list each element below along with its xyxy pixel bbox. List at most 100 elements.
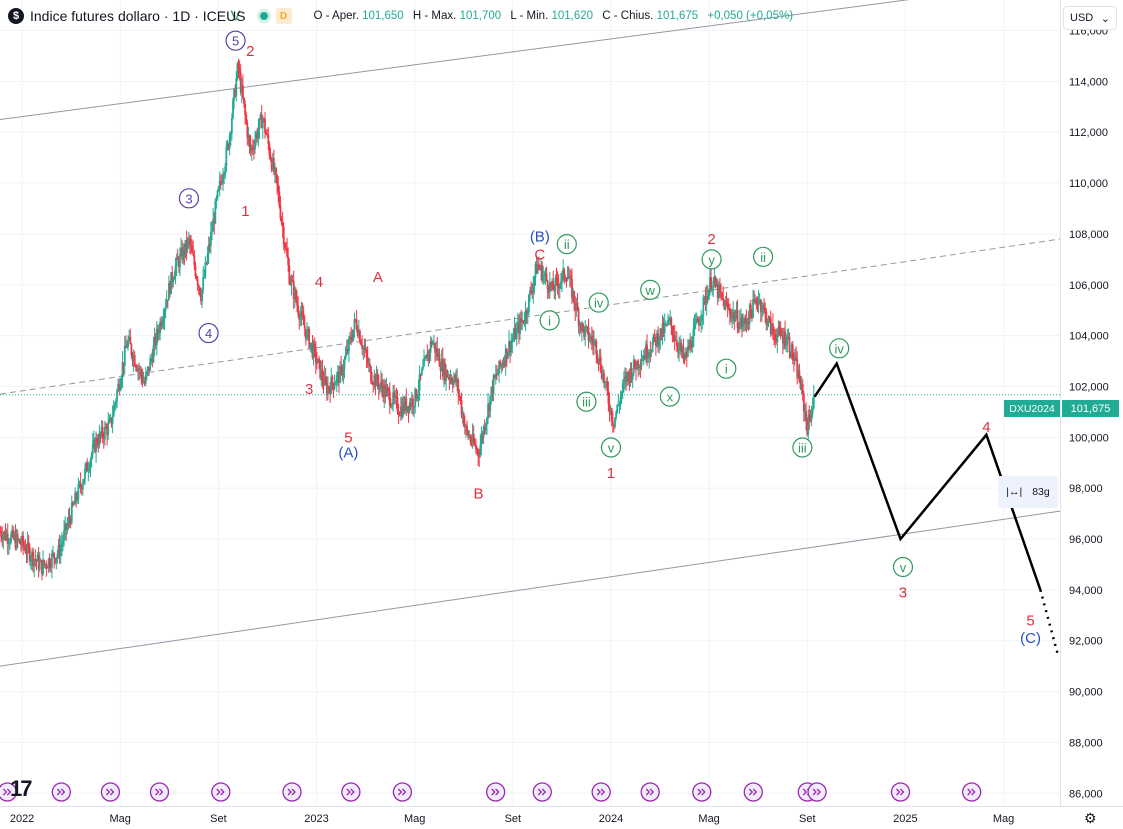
time-tick-label: 2024	[599, 813, 623, 825]
candle-body	[48, 558, 51, 567]
market-status-icon[interactable]	[259, 12, 268, 20]
candle-body	[425, 354, 428, 358]
candle-body	[564, 279, 567, 281]
candle-body	[366, 356, 369, 365]
event-marker-circle	[341, 782, 361, 802]
candle-body	[518, 322, 520, 334]
candle-body	[523, 322, 526, 324]
price-tick-label: 96,000	[1069, 534, 1103, 546]
candle-body	[94, 439, 96, 452]
candle-body	[349, 336, 351, 339]
event-marker-circle	[0, 782, 18, 802]
candle-body	[303, 325, 306, 330]
candle-body	[624, 376, 626, 381]
range-widget[interactable]: |↔| 83g	[998, 476, 1058, 508]
candle-body	[287, 256, 290, 266]
candle-body	[497, 373, 499, 376]
candle-body	[387, 388, 390, 392]
candle-body	[143, 381, 146, 384]
candle-body	[256, 133, 259, 139]
candle-body	[783, 331, 785, 344]
candle-body	[522, 320, 525, 323]
candle-body	[265, 132, 268, 135]
candle-body	[318, 358, 321, 361]
candle-body	[276, 174, 279, 185]
data-status-badge[interactable]: D	[275, 8, 292, 24]
candle-body	[410, 398, 413, 407]
wave-label-text: 3	[185, 191, 192, 206]
candle-body	[345, 348, 348, 355]
tradingview-logo-icon[interactable]: 17	[10, 776, 33, 801]
candle-body	[62, 540, 64, 544]
candle-body	[553, 289, 556, 292]
candle-body	[604, 382, 606, 384]
wave-label-text: iv	[594, 296, 604, 311]
candle-body	[175, 256, 178, 266]
candle-body	[12, 529, 15, 539]
channel-mid-line	[0, 238, 1060, 395]
candle-body	[459, 396, 462, 401]
candle-body	[427, 350, 430, 362]
channel-lower-line	[0, 510, 1060, 667]
candle-body	[4, 531, 7, 540]
gear-icon[interactable]: ⚙	[1084, 810, 1097, 826]
candle-body	[728, 308, 731, 315]
chevron-down-icon: ⌄	[1100, 12, 1110, 25]
currency-selector[interactable]: USD ⌄	[1063, 6, 1117, 30]
candles	[0, 58, 815, 581]
candle-body	[521, 320, 524, 323]
candle-body	[682, 347, 685, 358]
time-axis[interactable]: 2022 Mag Set 2023 Mag Set 2024 Mag Set 2025 Mag	[0, 806, 1123, 829]
channel-upper-line	[0, 0, 910, 120]
candle-body	[775, 339, 778, 343]
event-marker-chevrons	[216, 788, 225, 796]
candle-body	[354, 319, 357, 321]
symbol-title[interactable]: Indice futures dollaro · 1D · ICEUS	[30, 8, 246, 24]
candle-body	[21, 536, 23, 546]
event-marker-chevrons	[896, 788, 905, 796]
candle-body	[526, 312, 529, 315]
event-markers[interactable]	[0, 782, 982, 802]
candle-body	[636, 360, 639, 370]
candle-body	[221, 182, 223, 184]
candle-body	[798, 370, 801, 382]
candle-body	[359, 331, 361, 343]
candle-body	[717, 285, 720, 298]
wave-label: iv	[588, 292, 609, 313]
candle-body	[393, 392, 396, 398]
wave-label: i	[539, 310, 560, 331]
candle-body	[766, 323, 769, 325]
candle-body	[484, 424, 487, 431]
candle-body	[691, 346, 694, 349]
candle-body	[745, 320, 748, 324]
trend-channel[interactable]	[0, 0, 1060, 667]
candle-body	[371, 381, 374, 384]
candle-body	[417, 390, 420, 397]
candle-body	[534, 264, 537, 278]
candle-body	[239, 72, 242, 93]
candle-body	[508, 341, 510, 353]
candle-body	[736, 309, 739, 329]
candle-body	[197, 285, 200, 288]
wave-label: 4	[198, 322, 219, 344]
candle-body	[434, 342, 436, 353]
candle-body	[297, 304, 300, 314]
candle-body	[486, 417, 488, 425]
candle-body	[597, 358, 600, 363]
candle-body	[765, 311, 768, 325]
candle-body	[748, 304, 751, 324]
candle-body	[490, 386, 493, 397]
candle-body	[391, 404, 393, 407]
event-marker-circle	[100, 782, 121, 802]
candle-body	[363, 347, 366, 350]
candle-body	[222, 177, 224, 184]
candle-body	[192, 252, 195, 256]
ohlc-values: O - Aper. 101,650 H - Max. 101,700 L - M…	[314, 10, 800, 22]
candle-body	[709, 277, 711, 290]
candle-body	[77, 484, 80, 500]
price-tick-label: 112,000	[1069, 127, 1108, 139]
candle-body	[92, 439, 95, 444]
